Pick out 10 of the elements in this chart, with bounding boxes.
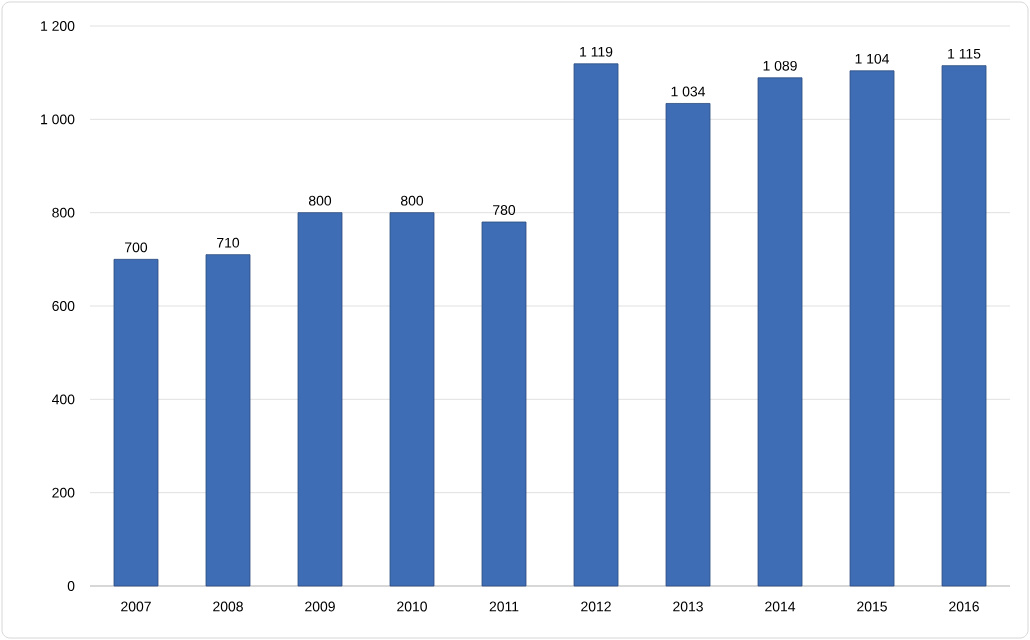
bar — [113, 258, 159, 587]
bar — [389, 212, 435, 587]
bar — [205, 254, 251, 587]
bar — [297, 212, 343, 587]
bar — [665, 103, 711, 587]
bar — [481, 221, 527, 587]
bar — [941, 65, 987, 587]
bar — [849, 70, 895, 587]
bar — [757, 77, 803, 587]
bar — [573, 63, 619, 587]
